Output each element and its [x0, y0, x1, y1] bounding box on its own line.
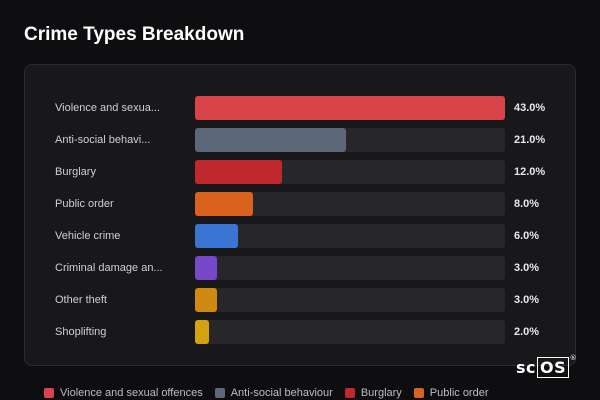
bar-row: Public order 8.0%	[25, 192, 575, 216]
legend-item[interactable]: Burglary	[344, 387, 402, 399]
bar[interactable]	[195, 288, 217, 312]
legend-swatch	[413, 388, 424, 398]
bar-label: Vehicle crime	[55, 230, 121, 242]
legend-label: Burglary	[360, 387, 402, 399]
bar-row: Violence and sexua... 43.0%	[25, 96, 575, 120]
bar-rows: Violence and sexua... 43.0% Anti-social be…	[25, 65, 575, 365]
bar-value-label: 43.0%	[514, 102, 546, 114]
bar-track	[195, 128, 505, 152]
bar[interactable]	[195, 192, 253, 216]
legend-label: Anti-social behaviour	[230, 387, 333, 399]
bar-label: Other theft	[55, 294, 107, 306]
bar-label: Criminal damage an...	[55, 262, 163, 274]
legend-swatch	[214, 388, 225, 398]
bar-row: Vehicle crime 6.0%	[25, 224, 575, 248]
bar-row: Burglary 12.0%	[25, 160, 575, 184]
bar-value-label: 3.0%	[514, 262, 540, 274]
bar-track	[195, 96, 505, 120]
bar-label: Anti-social behavi...	[55, 134, 151, 146]
bar-track	[195, 288, 505, 312]
brand-logo: sc OS ®	[516, 354, 578, 378]
bar-label: Violence and sexua...	[55, 102, 160, 114]
bar[interactable]	[195, 96, 505, 120]
bar-track	[195, 256, 505, 280]
bar-track	[195, 160, 505, 184]
bar-value-label: 12.0%	[514, 166, 546, 178]
legend-item[interactable]: Anti-social behaviour	[214, 387, 333, 399]
bar-value-label: 3.0%	[514, 294, 540, 306]
bar-value-label: 6.0%	[514, 230, 540, 242]
legend-item[interactable]: Public order	[413, 387, 489, 399]
bar-track	[195, 320, 505, 344]
legend-item[interactable]: Violence and sexual offences	[44, 387, 203, 399]
bar-value-label: 21.0%	[514, 134, 546, 146]
legend-swatch	[44, 388, 54, 398]
bar-label: Public order	[55, 198, 114, 210]
bar-row: Shoplifting 2.0%	[25, 320, 575, 344]
chart-title: Crime Types Breakdown	[24, 24, 245, 45]
bar-row: Anti-social behavi... 21.0%	[25, 128, 575, 152]
legend-label: Public order	[429, 387, 489, 399]
bar-row: Other theft 3.0%	[25, 288, 575, 312]
bar[interactable]	[195, 256, 217, 280]
chart-card: Violence and sexua... 43.0% Anti-social be…	[24, 64, 576, 366]
bar[interactable]	[195, 128, 347, 152]
bar-value-label: 2.0%	[514, 326, 540, 338]
chart-legend: Violence and sexual offences Anti-social …	[44, 386, 489, 400]
bar-row: Criminal damage an... 3.0%	[25, 256, 575, 280]
bar-track	[195, 192, 505, 216]
bar-label: Shoplifting	[55, 326, 107, 338]
bar[interactable]	[195, 160, 282, 184]
bar[interactable]	[195, 320, 210, 344]
bar[interactable]	[195, 224, 239, 248]
legend-swatch	[344, 388, 355, 398]
bar-value-label: 8.0%	[514, 198, 540, 210]
legend-label: Violence and sexual offences	[60, 387, 203, 399]
bar-track	[195, 224, 505, 248]
bar-label: Burglary	[55, 166, 96, 178]
